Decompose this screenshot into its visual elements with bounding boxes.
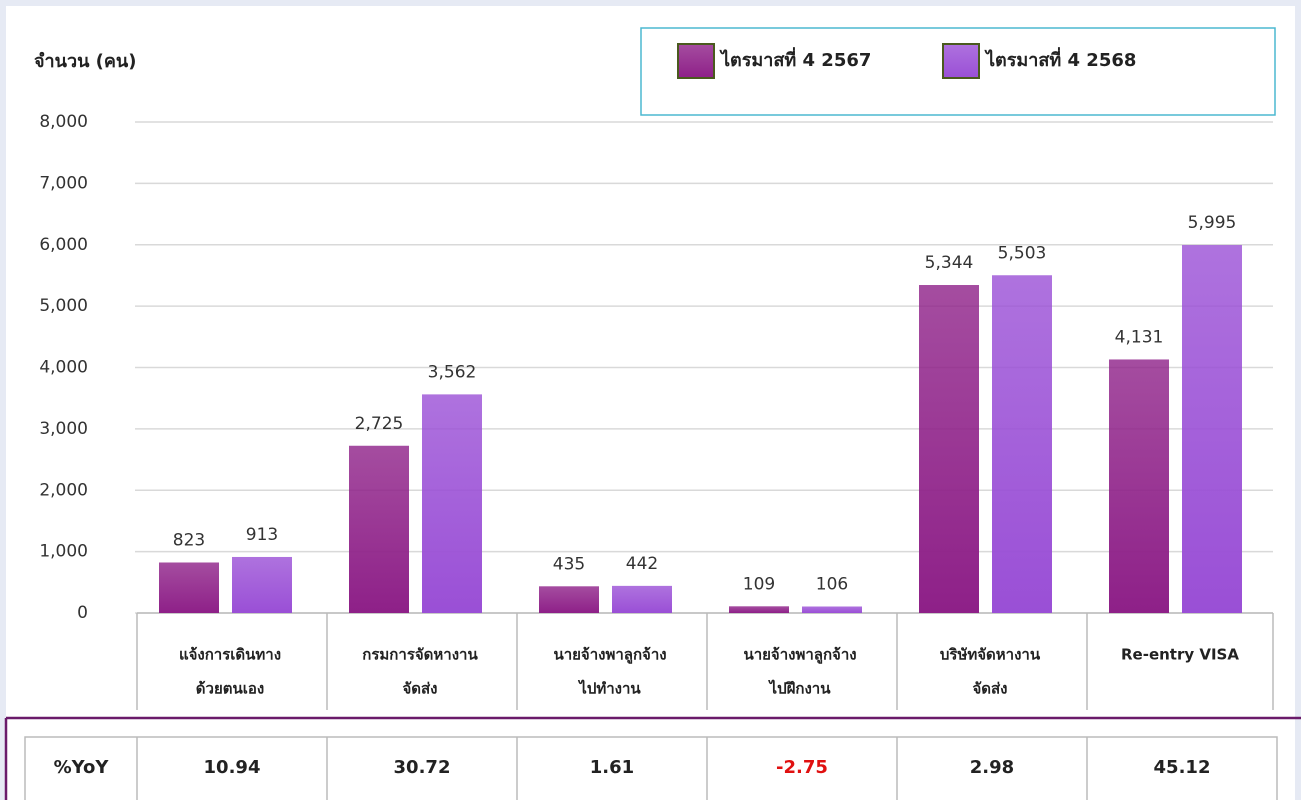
x-tick-label: นายจ้างพาลูกจ้าง — [553, 646, 666, 665]
data-label: 5,503 — [998, 243, 1047, 263]
x-tick-label: แจ้งการเดินทาง — [179, 646, 281, 664]
yoy-border — [4, 716, 1301, 800]
y-tick-label: 6,000 — [39, 235, 88, 255]
yoy-table — [24, 736, 1278, 800]
bar — [159, 562, 219, 613]
panel — [6, 6, 1295, 800]
y-axis-label: จำนวน (คน) — [34, 51, 136, 72]
yoy-value: 2.98 — [970, 757, 1014, 778]
data-label: 435 — [553, 554, 585, 574]
x-tick-label: ด้วยตนเอง — [196, 680, 264, 698]
bar — [992, 275, 1052, 613]
x-tick-label: จัดส่ง — [972, 680, 1007, 698]
legend-swatch — [677, 43, 715, 79]
data-label: 4,131 — [1115, 327, 1164, 347]
bar — [729, 606, 789, 613]
legend-label: ไตรมาสที่ 4 2567 — [719, 47, 871, 71]
bar — [232, 556, 292, 613]
y-tick-label: 7,000 — [39, 173, 88, 193]
y-tick-label: 1,000 — [39, 542, 88, 562]
bar — [1182, 245, 1242, 613]
legend-label: ไตรมาสที่ 4 2568 — [984, 47, 1136, 71]
yoy-label: %YoY — [54, 757, 110, 778]
data-label: 2,725 — [355, 414, 404, 434]
y-tick-label: 0 — [77, 603, 88, 623]
data-label: 823 — [173, 530, 205, 550]
legend-swatch — [942, 43, 980, 79]
data-label: 5,995 — [1188, 213, 1237, 233]
y-tick-label: 3,000 — [39, 419, 88, 439]
yoy-value: 10.94 — [204, 757, 261, 778]
x-tick-label: นายจ้างพาลูกจ้าง — [743, 646, 856, 665]
bar — [349, 445, 409, 613]
data-label: 913 — [246, 525, 278, 545]
bar — [919, 285, 979, 613]
yoy-value: -2.75 — [776, 757, 828, 778]
yoy-value: 45.12 — [1154, 757, 1211, 778]
yoy-value: 30.72 — [394, 757, 451, 778]
x-tick-label: Re-entry VISA — [1121, 646, 1239, 664]
data-label: 442 — [626, 554, 658, 574]
y-tick-label: 4,000 — [39, 358, 88, 378]
x-tick-label: ไปทำงาน — [577, 679, 641, 698]
bar — [539, 586, 599, 613]
y-tick-label: 5,000 — [39, 296, 88, 316]
x-tick-label: กรมการจัดหางาน — [362, 646, 478, 664]
x-tick-label: บริษัทจัดหางาน — [940, 646, 1041, 664]
data-label: 109 — [743, 574, 775, 594]
bar — [612, 585, 672, 613]
y-tick-label: 8,000 — [39, 112, 88, 132]
data-label: 106 — [816, 574, 848, 594]
data-label: 5,344 — [925, 253, 974, 273]
legend-box — [640, 27, 1276, 116]
bar — [1109, 359, 1169, 613]
x-tick-label: ไปฝึกงาน — [768, 679, 832, 698]
x-tick-label: จัดส่ง — [402, 680, 437, 698]
bar — [422, 394, 482, 613]
yoy-value: 1.61 — [590, 757, 634, 778]
y-tick-label: 2,000 — [39, 480, 88, 500]
data-label: 3,562 — [428, 362, 477, 382]
bar — [802, 606, 862, 613]
